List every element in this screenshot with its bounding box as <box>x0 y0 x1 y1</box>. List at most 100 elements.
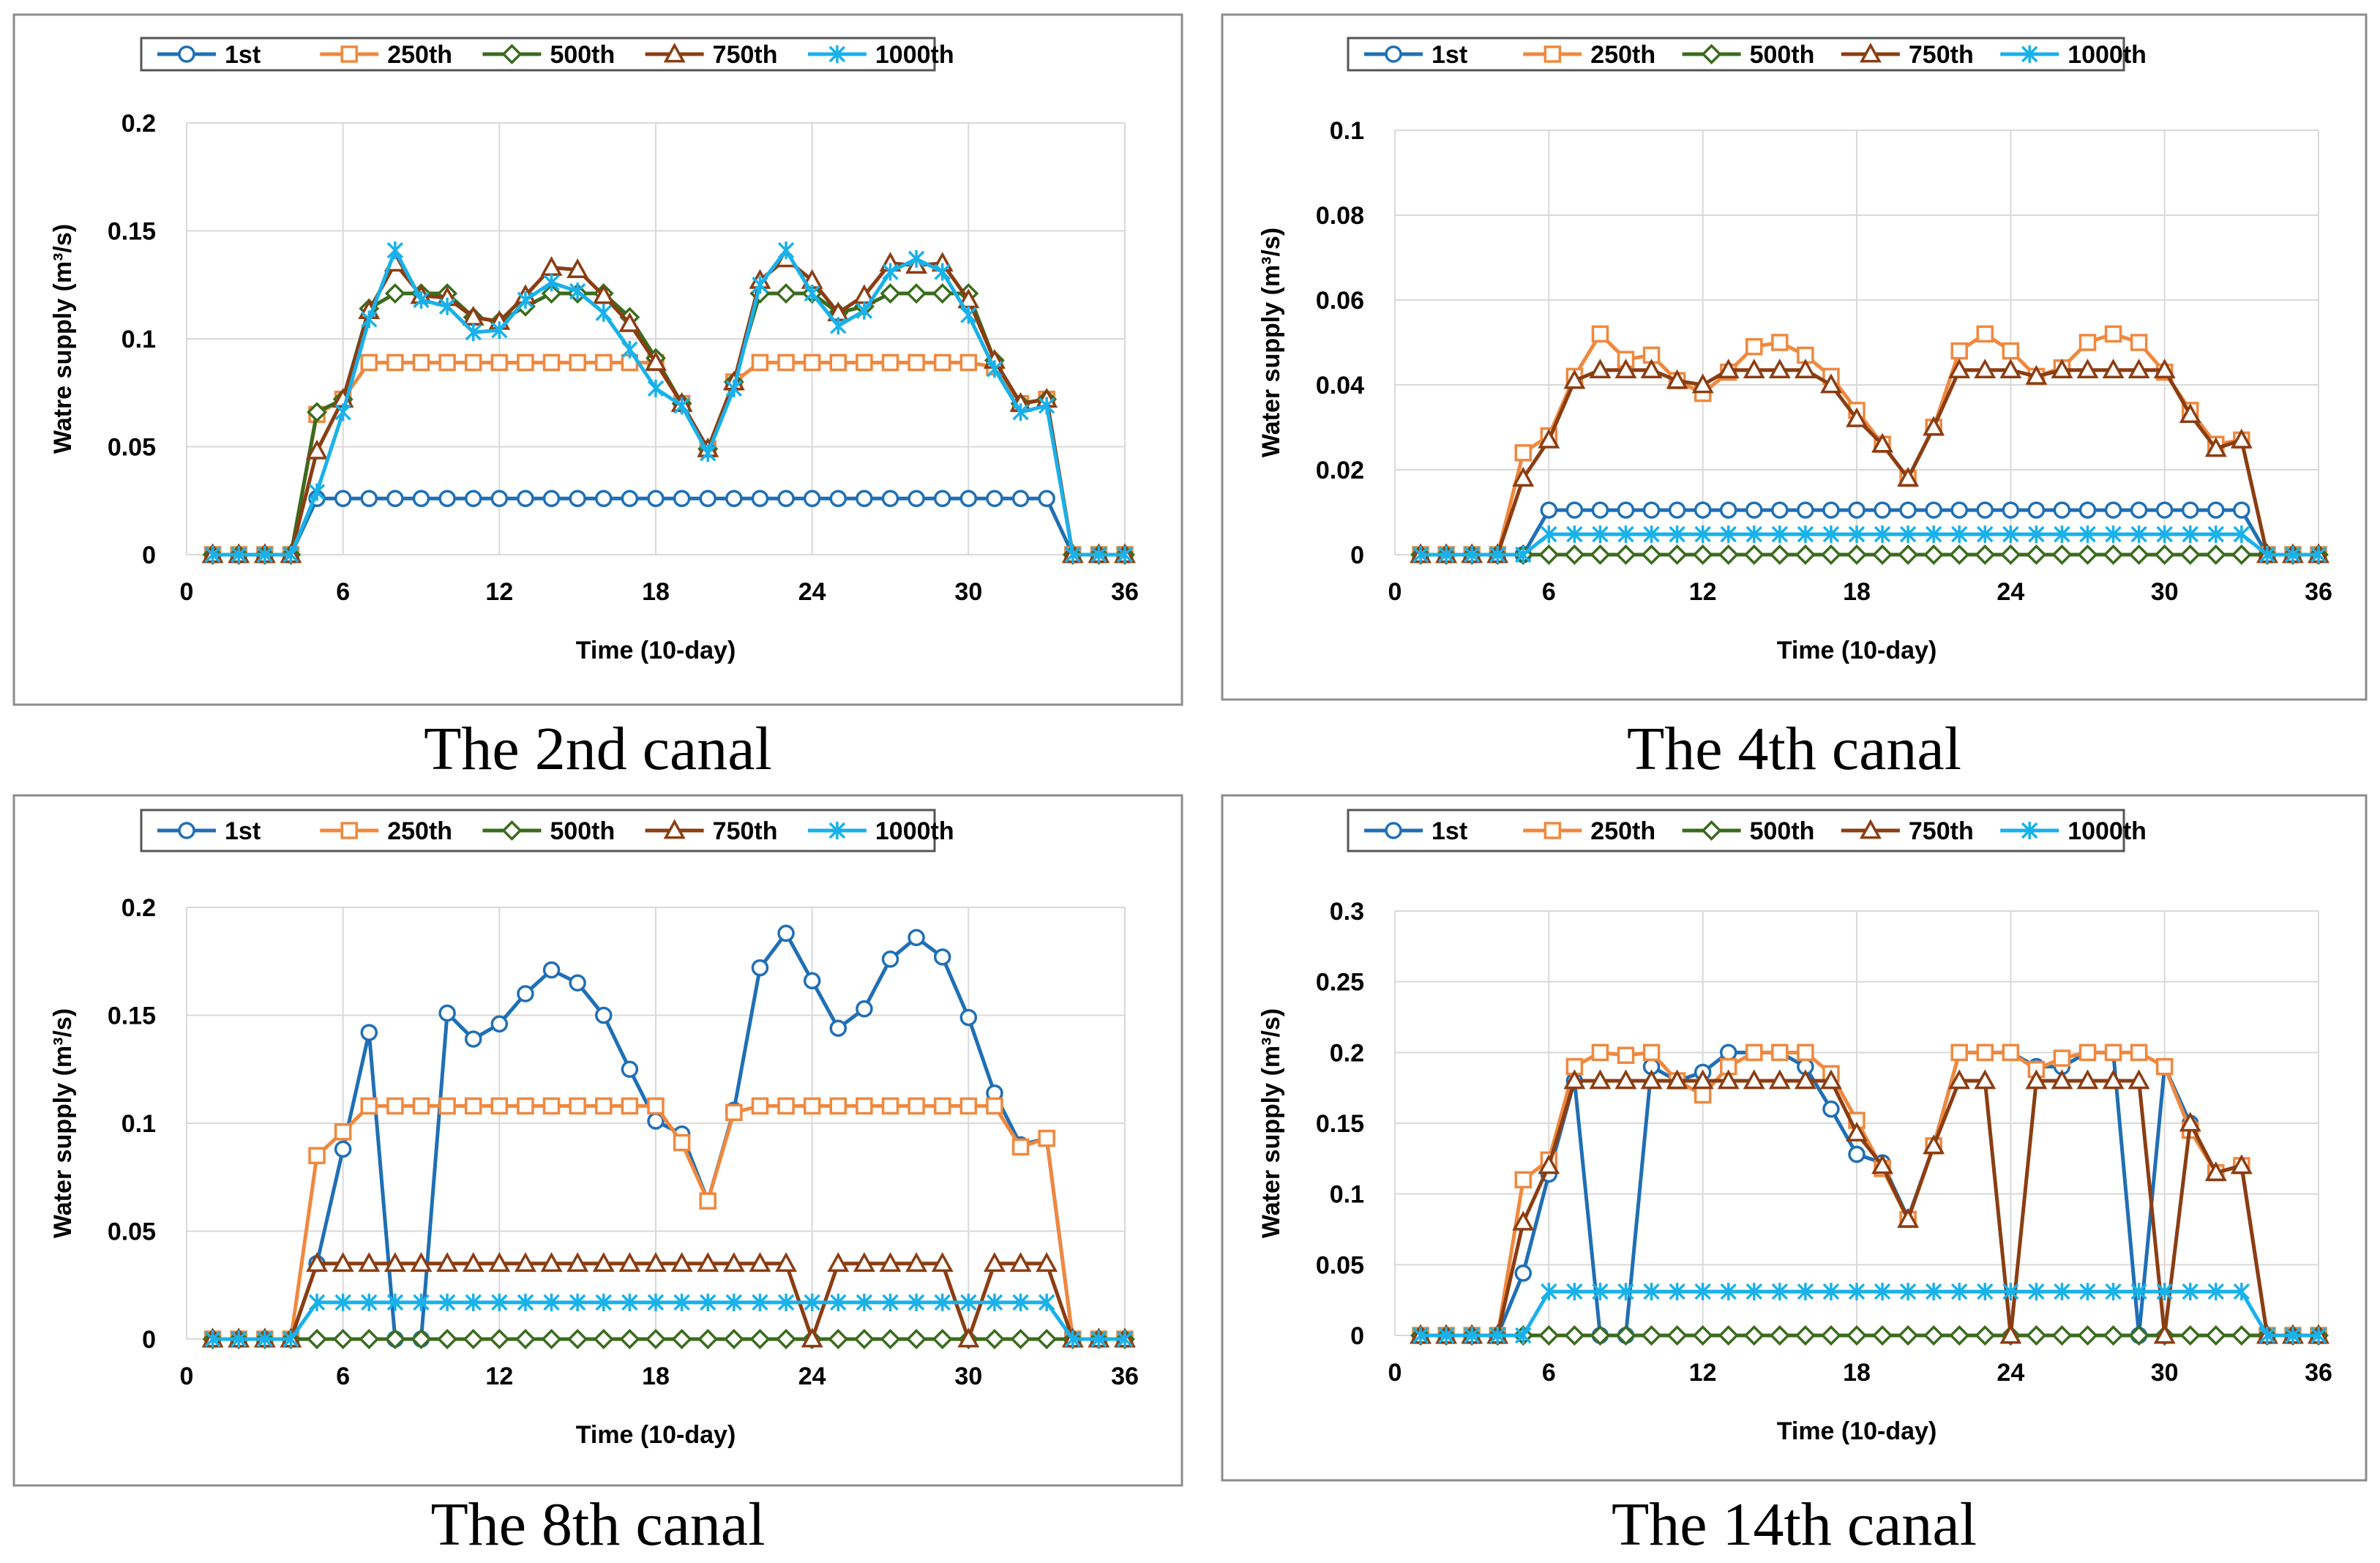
data-point-250th <box>829 353 847 372</box>
data-point-500th <box>2103 1325 2124 1346</box>
y-tick-label: 0.15 <box>108 1002 156 1030</box>
data-point-1000th <box>1977 525 1994 544</box>
y-tick-label: 0.15 <box>108 218 156 246</box>
data-point-1st <box>829 1019 847 1037</box>
data-point-250th <box>959 353 978 372</box>
y-tick-label: 0.05 <box>108 1218 156 1246</box>
data-point-750th <box>618 312 641 332</box>
legend-marker-circle <box>1385 45 1402 63</box>
legend-marker-diamond <box>1701 820 1722 841</box>
data-point-500th <box>1923 1325 1945 1346</box>
data-point-1000th <box>1720 525 1737 544</box>
data-point-250th <box>1514 1171 1533 1189</box>
data-point-250th <box>464 353 482 372</box>
data-point-250th <box>542 1097 561 1115</box>
y-tick-label: 0.2 <box>121 110 156 138</box>
data-point-1st <box>334 1140 352 1158</box>
data-point-500th <box>2179 1325 2201 1346</box>
data-point-750th <box>1768 1069 1791 1090</box>
data-point-1st <box>2130 501 2148 519</box>
data-point-1000th <box>1566 1283 1583 1301</box>
y-axis-label: Water supply (m³/s) <box>1257 1008 1285 1238</box>
data-point-1st <box>699 490 716 508</box>
data-point-750th <box>801 1327 823 1348</box>
x-tick-label: 36 <box>2305 578 2332 606</box>
data-point-1st <box>1514 1264 1533 1282</box>
x-tick-label: 6 <box>1542 578 1556 606</box>
data-point-1000th <box>725 379 743 397</box>
data-point-1000th <box>986 1293 1003 1311</box>
data-point-750th <box>2128 1069 2150 1090</box>
data-point-750th <box>1666 1069 1688 1090</box>
x-tick-label: 30 <box>954 578 982 606</box>
legend-item-250th: 250th <box>1523 817 1655 845</box>
data-point-500th <box>384 1329 405 1349</box>
data-point-1000th <box>1797 525 1814 544</box>
data-point-250th <box>803 1097 821 1115</box>
x-axis-label: Time (10-day) <box>576 1421 736 1449</box>
data-point-500th <box>514 1329 536 1349</box>
data-point-1000th <box>1822 1283 1840 1301</box>
data-point-1000th <box>1489 1327 1506 1344</box>
x-tick-label: 12 <box>1689 1359 1717 1387</box>
data-point-1000th <box>1463 1327 1481 1344</box>
data-point-750th <box>697 1252 719 1272</box>
data-point-1000th <box>1437 1327 1455 1344</box>
data-point-1st <box>1591 501 1609 519</box>
data-point-750th <box>1819 1069 1842 1090</box>
data-point-750th <box>645 351 667 371</box>
data-point-500th <box>1846 544 1867 565</box>
data-point-1000th <box>1566 525 1583 544</box>
data-point-750th <box>514 1252 536 1272</box>
series-line-1000th <box>212 1300 1125 1341</box>
data-point-500th <box>2026 1325 2047 1346</box>
y-tick-label: 0.06 <box>1316 287 1364 315</box>
data-point-500th <box>984 1329 1005 1349</box>
legend-item-750th: 750th <box>1841 41 1974 69</box>
legend-label: 500th <box>550 41 615 69</box>
data-point-1000th <box>1515 1327 1532 1344</box>
data-point-500th <box>2179 544 2201 565</box>
data-point-1st <box>829 490 847 508</box>
data-point-1000th <box>1874 1283 1891 1301</box>
data-point-1000th <box>1038 397 1055 415</box>
x-tick-label: 0 <box>1388 1359 1402 1387</box>
y-axis-label: Water supply (m³/s) <box>1257 228 1285 457</box>
series-line-750th <box>1421 1079 2319 1338</box>
data-point-750th <box>1948 1069 1971 1090</box>
data-point-250th <box>438 353 456 372</box>
y-tick-label: 0.1 <box>121 326 156 353</box>
data-point-250th <box>1591 325 1609 343</box>
data-point-250th <box>856 353 873 372</box>
legend-marker-asterisk <box>828 45 846 63</box>
data-point-1st <box>2053 501 2071 519</box>
legend: 1st 250th 500th 750th 1000th <box>1347 37 2147 72</box>
chart-canal-8: 0 6 12 18 24 30 36 0 0.05 0.1 0.15 0.2 Time (10-day)… <box>12 794 1183 1487</box>
data-point-750th <box>1589 1069 1612 1090</box>
legend-marker-asterisk <box>2021 45 2038 63</box>
data-point-1st <box>1719 1043 1737 1062</box>
data-point-1000th <box>1925 525 1942 544</box>
legend-marker-triangle <box>663 42 686 63</box>
legend-marker-circle <box>1385 822 1402 839</box>
legend-item-1000th: 1000th <box>2000 41 2147 69</box>
x-tick-label: 24 <box>798 1363 826 1390</box>
x-tick-label: 36 <box>2305 1359 2332 1387</box>
data-point-1000th <box>2130 1283 2147 1301</box>
data-point-250th <box>360 1097 378 1115</box>
data-point-250th <box>360 353 378 372</box>
data-point-250th <box>2078 334 2097 351</box>
data-point-500th <box>1820 544 1841 565</box>
data-point-1000th <box>1412 1327 1429 1344</box>
data-point-500th <box>359 1329 380 1349</box>
data-point-750th <box>1743 359 1765 379</box>
legend-marker-diamond <box>1701 44 1722 64</box>
y-axis-label: Water supply (m³/s) <box>49 1008 77 1238</box>
data-point-250th <box>1011 1138 1030 1156</box>
data-point-1000th <box>752 1293 768 1311</box>
data-point-250th <box>2104 325 2122 343</box>
data-point-250th <box>647 1097 665 1115</box>
legend-item-250th: 250th <box>320 817 452 845</box>
data-point-750th <box>566 1252 589 1272</box>
x-tick-label: 0 <box>180 578 194 606</box>
